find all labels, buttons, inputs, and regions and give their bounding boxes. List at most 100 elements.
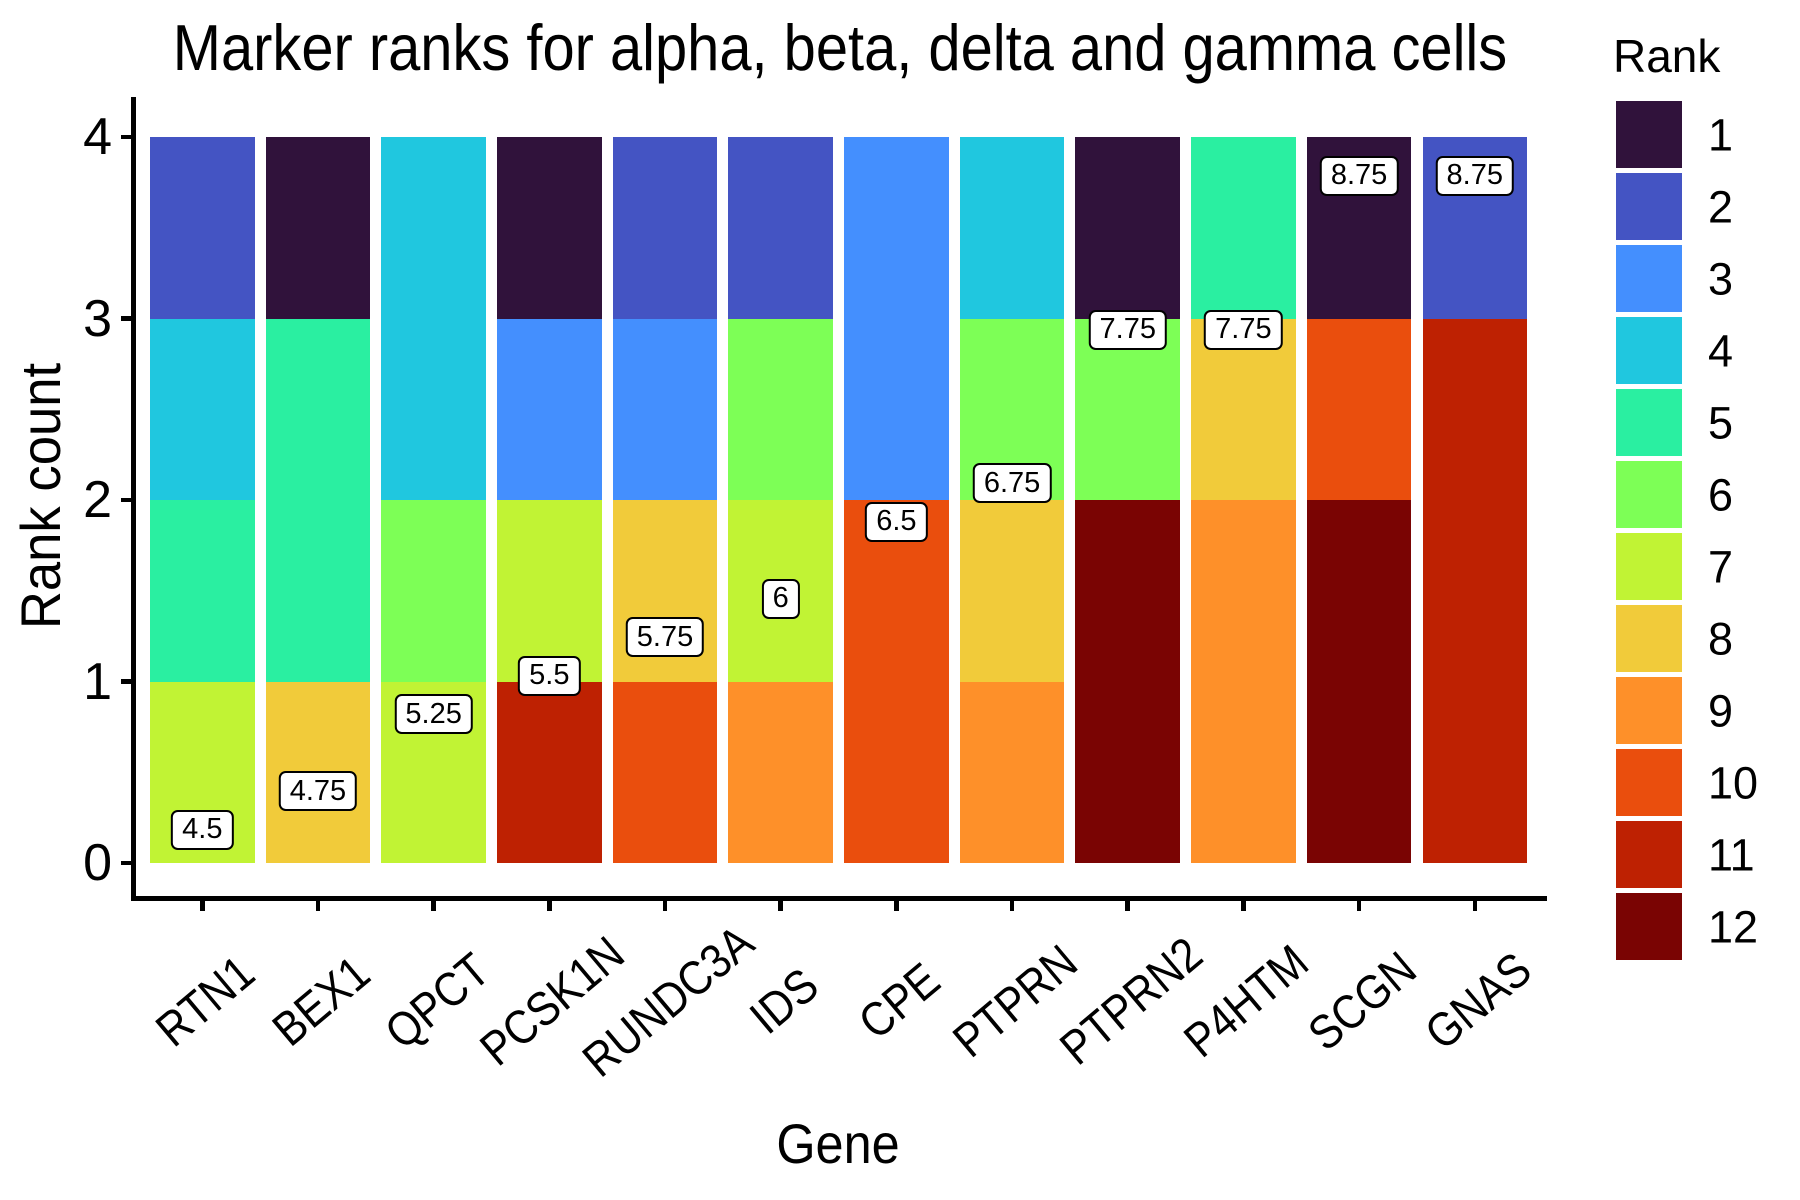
- legend-label: 8: [1708, 613, 1734, 665]
- y-tick-label: 1: [83, 652, 112, 711]
- bar-segment-rank-1: [497, 137, 602, 319]
- bar-segment-rank-8: [959, 500, 1065, 682]
- y-tick: [120, 860, 131, 866]
- y-tick: [120, 497, 131, 503]
- legend-label: 11: [1708, 829, 1755, 881]
- x-tick-label: BEX1: [263, 946, 381, 1057]
- bar-segment-rank-4: [150, 318, 255, 500]
- x-tick: [1356, 900, 1362, 911]
- legend-label: 2: [1708, 181, 1734, 233]
- bar: [1306, 137, 1412, 863]
- legend-label: 1: [1708, 109, 1734, 161]
- legend-swatch-rank-10: [1616, 749, 1682, 817]
- y-tick-label: 4: [83, 108, 112, 166]
- legend-label: 12: [1708, 901, 1759, 953]
- bar-segment-rank-9: [959, 681, 1065, 863]
- x-tick-label: SCGN: [1298, 942, 1427, 1062]
- bar: [1422, 137, 1528, 863]
- x-axis-spine: [131, 896, 1547, 901]
- bar-segment-rank-5: [265, 318, 371, 500]
- x-tick-label: PTPRN2: [1050, 927, 1213, 1076]
- x-tick-label: RTN1: [146, 946, 265, 1058]
- x-tick: [1125, 900, 1130, 911]
- bar-segment-rank-10: [844, 681, 949, 863]
- bar-value-label: 6.75: [972, 463, 1052, 504]
- legend-swatch-rank-6: [1616, 461, 1682, 529]
- legend-title: Rank: [1613, 30, 1721, 82]
- bar-value-label: 7.75: [1204, 309, 1283, 350]
- bar: [1191, 137, 1296, 863]
- bar-segment-rank-2: [728, 137, 833, 319]
- bar: [728, 137, 833, 863]
- bar-segment-rank-9: [728, 681, 833, 863]
- bar-segment-rank-5: [1191, 137, 1296, 319]
- legend-swatch-rank-11: [1616, 821, 1682, 889]
- x-tick: [1472, 900, 1478, 911]
- legend-label: 5: [1708, 397, 1734, 449]
- y-tick-label: 0: [83, 834, 112, 892]
- x-tick: [431, 900, 436, 911]
- x-tick-label: GNAS: [1415, 942, 1542, 1061]
- legend-label: 3: [1708, 253, 1734, 305]
- legend-label: 7: [1708, 541, 1734, 593]
- bar-segment-rank-11: [1422, 681, 1528, 863]
- bar-segment-rank-10: [1306, 318, 1412, 500]
- bar: [150, 137, 255, 863]
- bar-value-label: 6: [761, 578, 800, 619]
- x-tick: [662, 900, 668, 911]
- bar-segment-rank-1: [1075, 137, 1180, 319]
- legend-swatch-rank-5: [1616, 389, 1682, 457]
- bar-segment-rank-3: [844, 318, 949, 500]
- y-tick: [120, 679, 131, 684]
- y-tick: [120, 134, 131, 140]
- legend-swatch-rank-8: [1616, 605, 1682, 673]
- bar-segment-rank-12: [1306, 681, 1412, 863]
- bar-value-label: 4.75: [278, 771, 358, 812]
- y-tick-label: 2: [83, 471, 112, 529]
- bar-segment-rank-2: [150, 137, 255, 319]
- bar-segment-rank-3: [844, 137, 949, 319]
- bar: [612, 137, 718, 863]
- x-axis-title: Gene: [776, 1112, 900, 1175]
- bar-segment-rank-3: [497, 318, 602, 500]
- bar-value-label: 8.75: [1435, 155, 1514, 196]
- bar-segment-rank-12: [1306, 500, 1412, 682]
- legend-swatch-rank-3: [1616, 245, 1682, 313]
- y-tick-label: 3: [83, 289, 112, 348]
- bar-value-label: 7.75: [1088, 309, 1167, 350]
- legend-swatch-rank-2: [1616, 173, 1682, 241]
- x-tick: [894, 900, 899, 911]
- bar-segment-rank-4: [959, 137, 1065, 319]
- bar-segment-rank-1: [265, 137, 371, 319]
- bar: [844, 137, 949, 863]
- bar-segment-rank-6: [728, 318, 833, 500]
- legend-swatch-rank-4: [1616, 317, 1682, 385]
- x-tick: [1009, 900, 1015, 911]
- legend-swatch-rank-7: [1616, 533, 1682, 601]
- bar: [497, 137, 602, 863]
- bar-segment-rank-2: [612, 137, 718, 319]
- bar: [265, 137, 371, 863]
- y-axis-spine: [131, 97, 136, 901]
- bar-segment-rank-5: [150, 500, 255, 682]
- legend-label: 4: [1708, 325, 1734, 377]
- bar-value-label: 6.5: [865, 501, 928, 542]
- bar-value-label: 4.5: [171, 809, 234, 850]
- legend-swatch-rank-12: [1616, 893, 1682, 961]
- x-tick-label: CPE: [849, 953, 951, 1050]
- bar-segment-rank-11: [1422, 318, 1528, 500]
- bar-value-label: 5.75: [625, 617, 705, 658]
- x-tick: [778, 900, 783, 911]
- legend-label: 6: [1708, 469, 1734, 521]
- x-tick-label: IDS: [740, 958, 829, 1045]
- x-tick: [315, 900, 321, 911]
- x-tick: [200, 900, 205, 911]
- bar-value-label: 5.25: [394, 694, 473, 735]
- legend-swatch-rank-1: [1616, 101, 1682, 169]
- bar-segment-rank-4: [381, 137, 486, 319]
- bar-segment-rank-3: [612, 318, 718, 500]
- bar-segment-rank-4: [381, 318, 486, 500]
- bar-segment-rank-5: [265, 500, 371, 682]
- bar-segment-rank-6: [381, 500, 486, 682]
